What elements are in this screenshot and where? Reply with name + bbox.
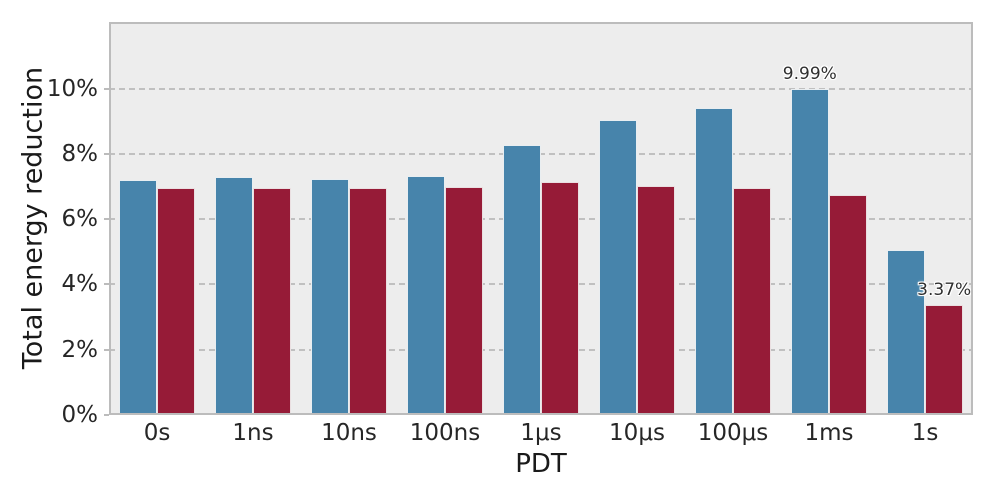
bar-blue-series-100ns: [406, 176, 445, 415]
gridline-10%: [109, 87, 973, 90]
x-axis-label: PDT: [515, 449, 567, 479]
bar-blue-series-1ns: [214, 176, 253, 415]
bar-blue-series-1μs: [502, 144, 541, 415]
x-tick-label-1s: 1s: [911, 420, 939, 446]
bar-red-series-1s: [925, 304, 964, 415]
bar-red-series-100ns: [445, 187, 484, 415]
bar-value-annotation: 3.37%: [917, 279, 972, 300]
bar-blue-series-1s: [886, 249, 925, 415]
y-tick-label: 6%: [61, 206, 99, 233]
y-tick-label: 4%: [61, 271, 99, 298]
x-tick-label-1μs: 1μs: [520, 420, 562, 446]
bar-blue-series-100μs: [694, 108, 733, 415]
bar-blue-series-10μs: [598, 119, 637, 415]
bar-blue-series-1ms: [790, 88, 829, 415]
bar-red-series-1μs: [541, 182, 580, 415]
bar-red-series-0s: [157, 187, 196, 415]
y-tick-mark: [104, 152, 109, 155]
y-tick-label: 0%: [61, 402, 99, 428]
x-tick-label-100μs: 100μs: [697, 420, 769, 446]
bar-red-series-10μs: [637, 186, 676, 415]
bar-value-annotation: 9.99%: [782, 63, 837, 84]
x-tick-label-1ns: 1ns: [232, 420, 274, 446]
bar-red-series-100μs: [733, 188, 772, 415]
x-tick-label-10μs: 10μs: [609, 420, 665, 446]
x-tick-label-10ns: 10ns: [321, 420, 377, 446]
bar-red-series-1ms: [829, 194, 868, 415]
bar-red-series-10ns: [349, 188, 388, 415]
y-tick-mark: [104, 283, 109, 286]
y-tick-mark: [104, 218, 109, 221]
y-tick-label: 10%: [46, 75, 98, 102]
bar-blue-series-0s: [118, 179, 157, 415]
y-tick-label: 2%: [61, 336, 99, 363]
gridline-8%: [109, 152, 973, 155]
x-tick-label-100ns: 100ns: [409, 420, 481, 446]
y-tick-label: 8%: [61, 140, 99, 167]
bar-blue-series-10ns: [310, 178, 349, 415]
bar-red-series-1ns: [253, 188, 292, 415]
y-tick-mark: [104, 87, 109, 90]
x-tick-label-1ms: 1ms: [804, 420, 854, 446]
y-tick-mark: [104, 414, 109, 416]
plot-area: 9.99% 3.37%: [109, 22, 973, 415]
y-tick-mark: [104, 348, 109, 351]
x-tick-label-0s: 0s: [143, 420, 171, 446]
